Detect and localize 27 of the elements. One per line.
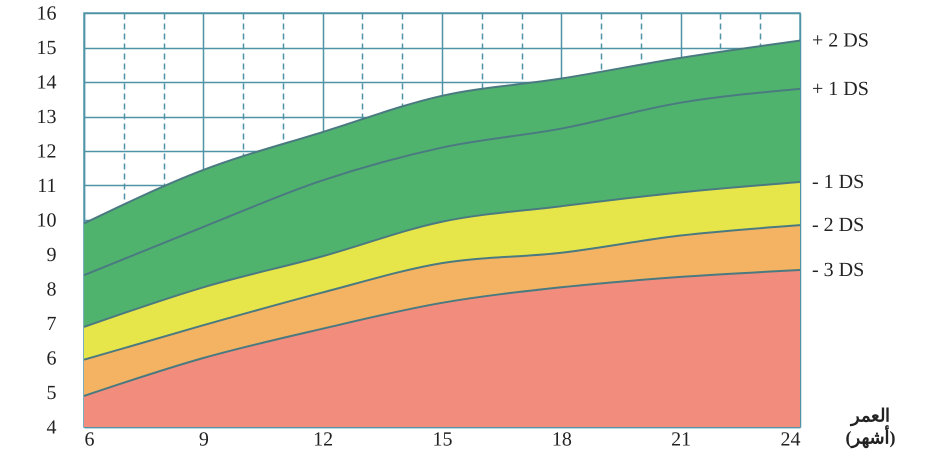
y-tick-label: 6: [46, 348, 56, 370]
line-series: [83, 88, 801, 276]
series-label: + 1 DS: [812, 78, 869, 100]
y-tick-label: 14: [36, 72, 56, 94]
x-tick-label: 21: [671, 428, 692, 450]
series-label: - 1 DS: [812, 171, 864, 194]
x-tick-label: 12: [313, 428, 334, 450]
y-tick-label: 11: [37, 175, 56, 197]
x-tick-label: 15: [432, 428, 452, 450]
x-tick-label: 9: [198, 428, 209, 450]
y-tick-label: 9: [46, 244, 56, 266]
series-label: - 2 DS: [812, 214, 864, 236]
y-tick-label: 4: [46, 416, 56, 438]
y-tick-label: 15: [36, 37, 56, 59]
y-tick-label: 7: [46, 313, 56, 335]
y-tick-label: 10: [36, 210, 56, 232]
y-tick-label: 16: [36, 2, 56, 24]
series-label: + 2 DS: [812, 30, 869, 52]
y-tick-label: 5: [46, 382, 56, 404]
y-tick-label: 13: [36, 106, 56, 128]
x-tick-label: 18: [552, 428, 572, 450]
x-tick-label: 24: [780, 428, 800, 450]
x-tick-label: 6: [84, 428, 94, 450]
x-axis-title: العمر (أشهر): [846, 406, 896, 448]
y-tick-label: 12: [36, 140, 56, 162]
y-tick-label: 8: [46, 278, 56, 300]
series-label: - 3 DS: [812, 259, 864, 282]
